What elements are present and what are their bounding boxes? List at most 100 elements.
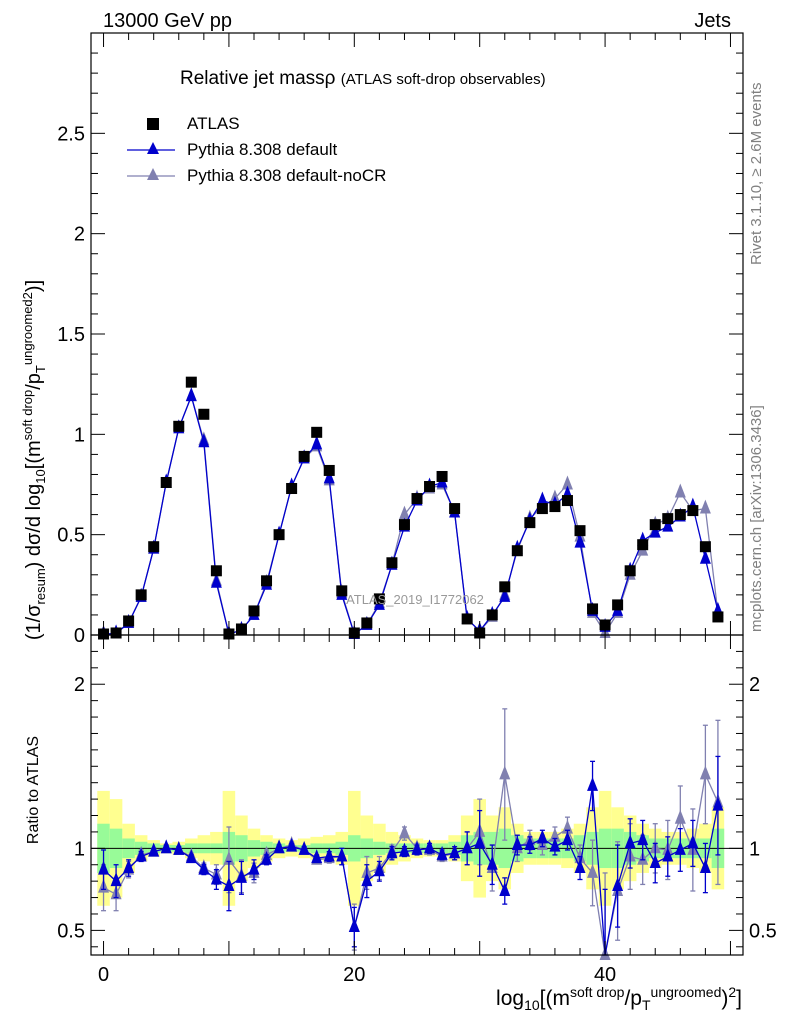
ratio-y-tick-label-left: 0.5 <box>57 920 85 942</box>
ratio-mc-point <box>461 839 473 854</box>
ratio-mc-point <box>587 863 599 878</box>
category-label: Jets <box>694 10 731 32</box>
xlabel-prefix: log <box>496 987 525 1010</box>
legend-triangle-icon <box>147 168 159 180</box>
ylabel-sup-softdrop: soft drop <box>20 389 36 441</box>
legend-item: Pythia 8.308 default-noCR <box>125 164 445 188</box>
ratio-y-tick-label-right: 1 <box>749 838 760 860</box>
axis-tick-labels: 00.511.522.50.5 0.51 12 20 20 40 <box>57 123 777 986</box>
main-y-tick-label: 1 <box>74 424 85 446</box>
rivet-version-label: Rivet 3.1.10, ≥ 2.6M events <box>748 83 765 266</box>
main-y-tick-label: 1.5 <box>57 324 85 346</box>
ratio-mc-point <box>110 872 122 887</box>
main-mc-point <box>210 573 222 588</box>
atlas-data-point <box>235 623 247 635</box>
x-axis-label: log10[(msoft drop/pTungroomed)2] <box>496 985 742 1012</box>
atlas-data-point <box>261 575 273 587</box>
ratio-mc-point <box>674 809 686 824</box>
ratio-mc-point <box>511 836 523 851</box>
xlabel-bracket: [(m <box>539 987 570 1010</box>
atlas-data-point <box>574 525 586 537</box>
ylabel-sub-resum: resum <box>32 568 48 605</box>
atlas-data-point <box>637 539 649 551</box>
legend-label: Pythia 8.308 default-noCR <box>187 166 387 185</box>
ylabel-close: )] <box>22 279 45 293</box>
atlas-data-point <box>286 483 298 495</box>
ratio-mc-point <box>198 860 210 875</box>
atlas-data-point <box>361 617 373 629</box>
ratio-y-tick-label-left: 1 <box>74 838 85 860</box>
ylabel-mid: ) dσ/d log <box>22 483 45 569</box>
atlas-data-point <box>587 603 599 615</box>
ratio-mc-point <box>649 854 661 869</box>
ratio-mc-point <box>674 840 686 855</box>
atlas-data-point <box>424 481 436 493</box>
ratio-mc-point <box>261 850 273 865</box>
ratio-y-tick-label-left: 2 <box>74 674 85 696</box>
atlas-data-point <box>123 615 135 627</box>
ratio-mc-point <box>173 840 185 855</box>
atlas-data-point <box>549 501 561 513</box>
plot-title-sub: (ATLAS soft-drop observables) <box>340 71 546 88</box>
ylabel-sup-ungroomed: ungroomed <box>20 299 36 366</box>
ratio-mc-point <box>612 877 624 892</box>
ratio-mc-point <box>699 765 711 780</box>
atlas-data-point <box>687 505 699 517</box>
atlas-data-point <box>311 426 323 438</box>
atlas-data-point <box>386 557 398 569</box>
main-mc-point <box>185 387 197 402</box>
atlas-data-point <box>148 541 160 553</box>
legend-symbol <box>127 142 175 154</box>
legend-square-icon <box>147 118 159 130</box>
atlas-data-point <box>160 476 172 488</box>
x-tick-label: 20 <box>343 964 365 986</box>
ratio-y-tick-label-right: 0.5 <box>749 920 777 942</box>
main-mc-point <box>499 587 511 602</box>
main-mc-point <box>649 523 661 538</box>
legend-symbol <box>127 168 175 180</box>
atlas-data-point <box>248 605 260 617</box>
atlas-data-point <box>373 593 385 605</box>
main-series-layer <box>98 376 724 640</box>
ratio-y-axis-label: Ratio to ATLAS <box>25 735 42 845</box>
ratio-mc-point <box>160 839 172 854</box>
ratio-mc-point <box>424 839 436 854</box>
ratio-mc-point <box>273 839 285 854</box>
ratio-mc-point <box>311 849 323 864</box>
ratio-mc-point <box>386 844 398 859</box>
ratio-mc-point <box>587 776 599 791</box>
atlas-data-point <box>712 611 724 623</box>
ratio-mc-point <box>662 847 674 862</box>
ratio-mc-point <box>574 859 586 873</box>
atlas-data-point <box>298 450 310 462</box>
xlabel-sup-2: 2 <box>728 984 737 1000</box>
xlabel-end: ] <box>736 987 742 1010</box>
main-mc-point <box>574 533 586 548</box>
atlas-data-point <box>323 464 335 476</box>
ratio-mc-point <box>561 819 573 834</box>
main-mc-point <box>662 517 674 532</box>
ratio-mc-point <box>712 796 724 811</box>
ylabel-sub-t: T <box>32 365 48 374</box>
main-mc-point <box>311 435 323 450</box>
ratio-mc-point <box>699 859 711 873</box>
xlabel-sup-ungroomed: ungroomed <box>650 984 722 1000</box>
ratio-mc-point <box>549 837 561 852</box>
atlas-data-point <box>461 613 473 625</box>
atlas-data-point <box>561 495 573 507</box>
legend-triangle-icon <box>147 142 159 154</box>
ratio-mc-point <box>185 849 197 864</box>
ratio-mc-point <box>624 834 636 849</box>
atlas-data-point <box>198 408 210 420</box>
xlabel-slash: /p <box>624 987 642 1010</box>
ylabel-prefix: (1/σ <box>22 604 45 641</box>
atlas-data-point <box>511 545 523 557</box>
ratio-mc-point <box>411 840 423 855</box>
ratio-y-tick-label-right: 2 <box>749 674 760 696</box>
main-y-tick-label: 0.5 <box>57 525 85 547</box>
analysis-watermark: ATLAS_2019_I1772062 <box>346 592 484 607</box>
atlas-data-point <box>524 517 536 529</box>
legend-item: ATLAS <box>125 112 445 136</box>
main-mc-point <box>561 475 573 490</box>
